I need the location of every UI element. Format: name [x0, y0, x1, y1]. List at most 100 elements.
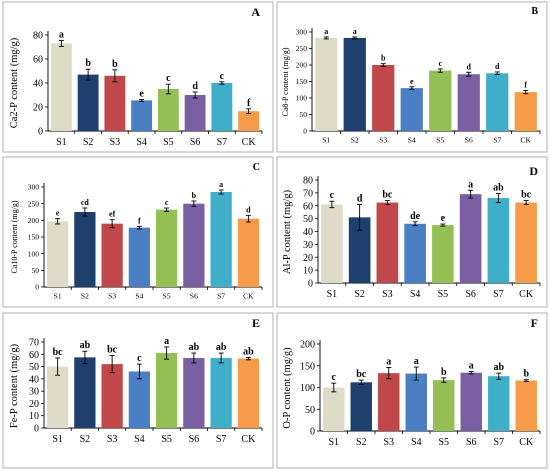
- y-tick-label: 50: [303, 214, 313, 225]
- x-tick-label: S5: [438, 437, 449, 448]
- significance-label: ab: [243, 346, 254, 357]
- significance-label: bc: [107, 345, 118, 356]
- bar-s3: [101, 364, 123, 428]
- bar-s5: [157, 89, 179, 131]
- bar-s6: [457, 74, 480, 131]
- bar-s6: [184, 95, 206, 131]
- y-tick-label: 70: [303, 188, 313, 199]
- y-axis-label: Fe-P content (mg/g): [9, 343, 20, 428]
- significance-label: bc: [382, 190, 393, 201]
- bar-s3: [378, 373, 400, 431]
- significance-label: e: [56, 209, 60, 218]
- x-tick-label: S6: [465, 136, 473, 145]
- y-tick-label: 100: [296, 94, 308, 103]
- x-tick-label: S4: [408, 136, 416, 145]
- y-tick-label: 50: [29, 362, 39, 373]
- y-tick-label: 60: [33, 55, 43, 66]
- x-tick-label: S3: [107, 434, 118, 445]
- significance-label: c: [220, 71, 225, 82]
- significance-label: bc: [521, 190, 532, 201]
- panel-letter: A: [251, 5, 260, 19]
- panel-frame: [276, 1, 548, 153]
- significance-label: a: [324, 27, 328, 36]
- significance-label: a: [59, 29, 64, 40]
- significance-label: d: [467, 62, 472, 71]
- bar-s6: [459, 194, 482, 283]
- bar-s7: [487, 198, 510, 283]
- x-tick-label: CK: [521, 136, 532, 145]
- bar-s6: [183, 357, 205, 428]
- bar-s1: [46, 221, 69, 287]
- panel-letter: E: [252, 316, 260, 330]
- y-axis-label: Ca8-P content (mg/g): [281, 47, 290, 116]
- x-tick-label: S2: [81, 292, 89, 301]
- x-tick-label: S5: [161, 434, 172, 445]
- x-tick-label: S7: [493, 437, 504, 448]
- y-tick-label: 60: [29, 350, 39, 361]
- y-tick-label: 80: [303, 176, 313, 187]
- x-tick-label: S5: [438, 289, 449, 300]
- y-tick-label: 300: [296, 28, 308, 37]
- x-tick-label: S3: [382, 289, 393, 300]
- significance-label: a: [386, 356, 391, 367]
- significance-label: ab: [493, 362, 504, 373]
- x-tick-label: S2: [356, 437, 367, 448]
- x-tick-label: S3: [110, 137, 121, 148]
- x-tick-label: S3: [383, 437, 394, 448]
- x-tick-label: S1: [54, 292, 62, 301]
- bar-s1: [323, 387, 345, 431]
- panel-frame: [2, 1, 274, 153]
- x-tick-label: S6: [466, 437, 477, 448]
- significance-label: f: [138, 216, 141, 225]
- y-tick-label: 0: [38, 127, 43, 138]
- y-tick-label: 10: [303, 266, 313, 277]
- bar-s7: [486, 73, 509, 131]
- panel-b: 0 50 100 150 200 250 300 a S1 a S2 b S3 e S4 c S5 d S6 d S7 f…: [276, 1, 548, 153]
- bar-s4: [131, 100, 153, 131]
- y-tick-label: 40: [33, 79, 43, 90]
- x-tick-label: S1: [52, 434, 63, 445]
- significance-label: b: [523, 369, 529, 380]
- bar-s5: [155, 209, 178, 287]
- bar-s2: [74, 212, 96, 287]
- y-tick-label: 30: [29, 387, 39, 398]
- y-tick-label: 0: [35, 283, 39, 292]
- x-tick-label: S6: [190, 292, 198, 301]
- significance-label: b: [381, 54, 386, 63]
- bar-s2: [77, 74, 99, 131]
- significance-label: a: [469, 360, 474, 371]
- bar-s1: [50, 43, 72, 131]
- y-tick-label: 40: [29, 374, 39, 385]
- y-tick-label: 10: [29, 411, 39, 422]
- x-tick-label: S3: [379, 136, 387, 145]
- bar-s3: [104, 75, 126, 131]
- x-tick-label: S5: [163, 137, 174, 148]
- y-tick-label: 200: [296, 61, 308, 70]
- panel-letter: D: [529, 164, 538, 178]
- significance-label: d: [246, 205, 251, 214]
- y-tick-label: 150: [28, 233, 40, 242]
- x-tick-label: S4: [135, 292, 143, 301]
- x-tick-label: S2: [80, 434, 91, 445]
- significance-label: c: [137, 353, 142, 364]
- y-tick-label: 100: [300, 383, 315, 394]
- significance-label: d: [495, 62, 500, 71]
- x-tick-label: S1: [328, 437, 339, 448]
- significance-label: ab: [216, 342, 227, 353]
- significance-label: b: [85, 58, 91, 69]
- significance-label: ab: [493, 183, 504, 194]
- bar-ck: [515, 380, 537, 431]
- bar-s2: [343, 37, 366, 131]
- significance-label: ef: [109, 210, 116, 219]
- bar-ck: [238, 111, 260, 131]
- bar-s4: [128, 227, 151, 287]
- significance-label: f: [524, 80, 527, 89]
- x-tick-label: S1: [327, 289, 338, 300]
- bar-s5: [429, 70, 452, 131]
- x-tick-label: S5: [436, 136, 444, 145]
- y-tick-label: 150: [300, 361, 315, 372]
- y-tick-label: 20: [33, 103, 43, 114]
- significance-label: c: [438, 59, 442, 68]
